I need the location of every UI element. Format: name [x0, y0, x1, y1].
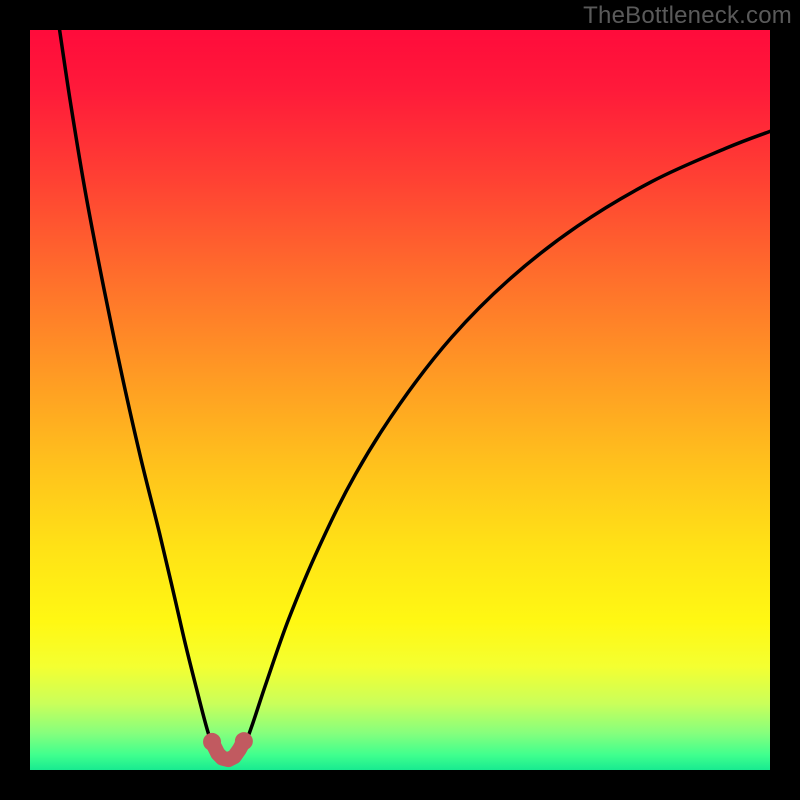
chart-frame: TheBottleneck.com: [0, 0, 800, 800]
plot-svg: [30, 30, 770, 770]
watermark-text: TheBottleneck.com: [583, 2, 792, 30]
gradient-background: [30, 30, 770, 770]
plot-area: [30, 30, 770, 770]
